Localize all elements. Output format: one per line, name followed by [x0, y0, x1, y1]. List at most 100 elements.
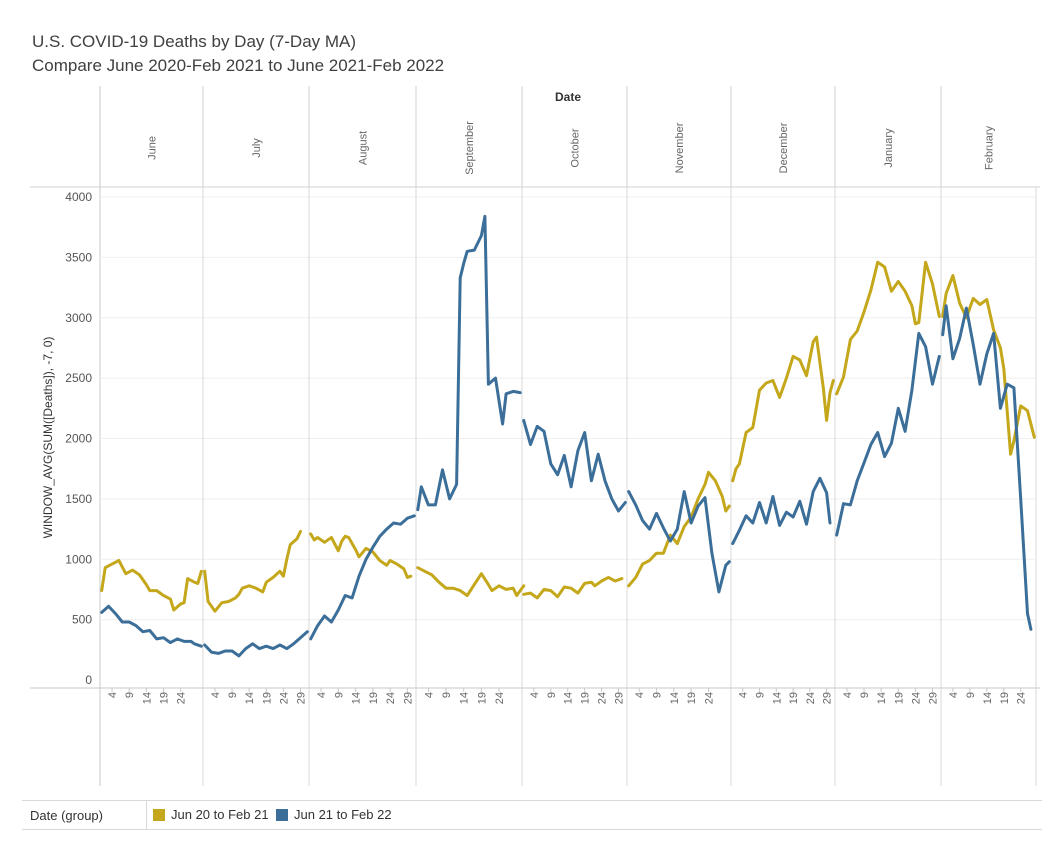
x-tick-label: 9 [441, 692, 453, 698]
x-tick-label: 4 [316, 692, 328, 698]
x-tick-label: 4 [529, 692, 541, 698]
series-line-1 [627, 470, 731, 588]
y-tick-label: 500 [72, 613, 92, 627]
legend-divider [146, 801, 147, 829]
y-tick-label: 4000 [65, 190, 92, 204]
x-tick-label: 9 [965, 692, 977, 698]
x-tick-label: 19 [580, 692, 592, 704]
x-tick-label: 19 [893, 692, 905, 704]
header-date-label: Date [555, 90, 581, 104]
x-tick-label: 19 [788, 692, 800, 704]
series-line-2 [100, 604, 203, 648]
chart-subtitle: Compare June 2020-Feb 2021 to June 2021-… [32, 56, 445, 75]
x-tick-label: 14 [141, 692, 153, 704]
y-axis-title: WINDOW_AVG(SUM([Deaths]), -7, 0) [41, 337, 55, 539]
x-tick-label: 4 [948, 692, 960, 698]
series-line-1 [309, 532, 413, 579]
month-label: August [358, 131, 370, 165]
x-tick-label: 4 [738, 692, 750, 698]
y-tick-label: 2000 [65, 432, 92, 446]
x-tick-label: 24 [385, 692, 397, 704]
x-tick-label: 9 [859, 692, 871, 698]
month-label: January [883, 128, 895, 168]
x-tick-label: 14 [244, 692, 256, 704]
x-tick-label: 14 [459, 692, 471, 704]
series-line-2 [522, 418, 627, 513]
y-tick-label: 3500 [65, 250, 92, 264]
legend-title: Date (group) [30, 808, 103, 823]
x-tick-label: 24 [910, 692, 922, 704]
x-tick-label: 29 [402, 692, 414, 704]
series-line-2 [309, 514, 416, 641]
x-tick-label: 4 [842, 692, 854, 698]
x-tick-label: 9 [755, 692, 767, 698]
x-tick-label: 24 [494, 692, 506, 704]
x-tick-label: 9 [651, 692, 663, 698]
x-tick-label: 9 [333, 692, 345, 698]
x-tick-label: 4 [210, 692, 222, 698]
x-tick-label: 14 [771, 692, 783, 704]
series-line-2 [835, 331, 941, 537]
x-tick-label: 24 [703, 692, 715, 704]
chart-title-block: U.S. COVID-19 Deaths by Day (7-Day MA) C… [32, 30, 444, 78]
month-label: September [464, 121, 476, 175]
legend-swatch-series-2 [276, 808, 288, 821]
x-tick-label: 29 [295, 692, 307, 704]
series-line-1 [100, 559, 203, 612]
x-tick-label: 24 [278, 692, 290, 704]
x-tick-label: 29 [927, 692, 939, 704]
series-line-2 [416, 214, 522, 512]
month-label: October [570, 128, 582, 167]
x-tick-label: 9 [546, 692, 558, 698]
legend-item-series-1[interactable]: Jun 20 to Feb 21 [153, 807, 269, 822]
month-label: June [147, 136, 159, 160]
x-tick-label: 24 [805, 692, 817, 704]
y-tick-label: 1000 [65, 552, 92, 566]
x-tick-label: 14 [876, 692, 888, 704]
x-tick-label: 19 [686, 692, 698, 704]
x-tick-label: 24 [597, 692, 609, 704]
series-line-1 [835, 260, 941, 396]
x-tick-label: 14 [351, 692, 363, 704]
month-label: February [984, 125, 996, 170]
x-tick-label: 14 [669, 692, 681, 704]
x-tick-label: 4 [423, 692, 435, 698]
month-label: December [778, 122, 790, 173]
series-line-1 [203, 530, 302, 613]
x-tick-label: 19 [159, 692, 171, 704]
y-tick-label: 2500 [65, 371, 92, 385]
series-line-1 [731, 335, 835, 483]
x-tick-label: 4 [107, 692, 119, 698]
legend-label-series-2: Jun 21 to Feb 22 [294, 807, 392, 822]
series-line-1 [941, 274, 1036, 456]
x-tick-label: 14 [563, 692, 575, 704]
legend-item-series-2[interactable]: Jun 21 to Feb 22 [276, 807, 392, 822]
x-tick-label: 29 [822, 692, 834, 704]
chart-title: U.S. COVID-19 Deaths by Day (7-Day MA) [32, 32, 357, 51]
month-label: July [251, 138, 263, 158]
x-tick-label: 9 [124, 692, 136, 698]
y-tick-label: 1500 [65, 492, 92, 506]
series-line-1 [522, 575, 624, 600]
x-tick-label: 19 [999, 692, 1011, 704]
x-tick-label: 19 [368, 692, 380, 704]
y-tick-label: 0 [85, 673, 92, 687]
series-line-1 [416, 566, 526, 597]
x-tick-label: 24 [176, 692, 188, 704]
legend-bar: Date (group) Jun 20 to Feb 21 Jun 21 to … [22, 800, 1042, 830]
series-line-2 [731, 476, 832, 546]
x-tick-label: 19 [476, 692, 488, 704]
y-tick-label: 3000 [65, 311, 92, 325]
month-label: November [674, 122, 686, 173]
x-tick-label: 29 [614, 692, 626, 704]
x-tick-label: 9 [227, 692, 239, 698]
series-line-2 [941, 304, 1033, 631]
legend-label-series-1: Jun 20 to Feb 21 [171, 807, 269, 822]
legend-swatch-series-1 [153, 808, 165, 821]
x-tick-label: 19 [261, 692, 273, 704]
series-line-2 [627, 490, 731, 594]
x-tick-label: 14 [982, 692, 994, 704]
x-tick-label: 4 [634, 692, 646, 698]
series-line-2 [203, 630, 309, 658]
